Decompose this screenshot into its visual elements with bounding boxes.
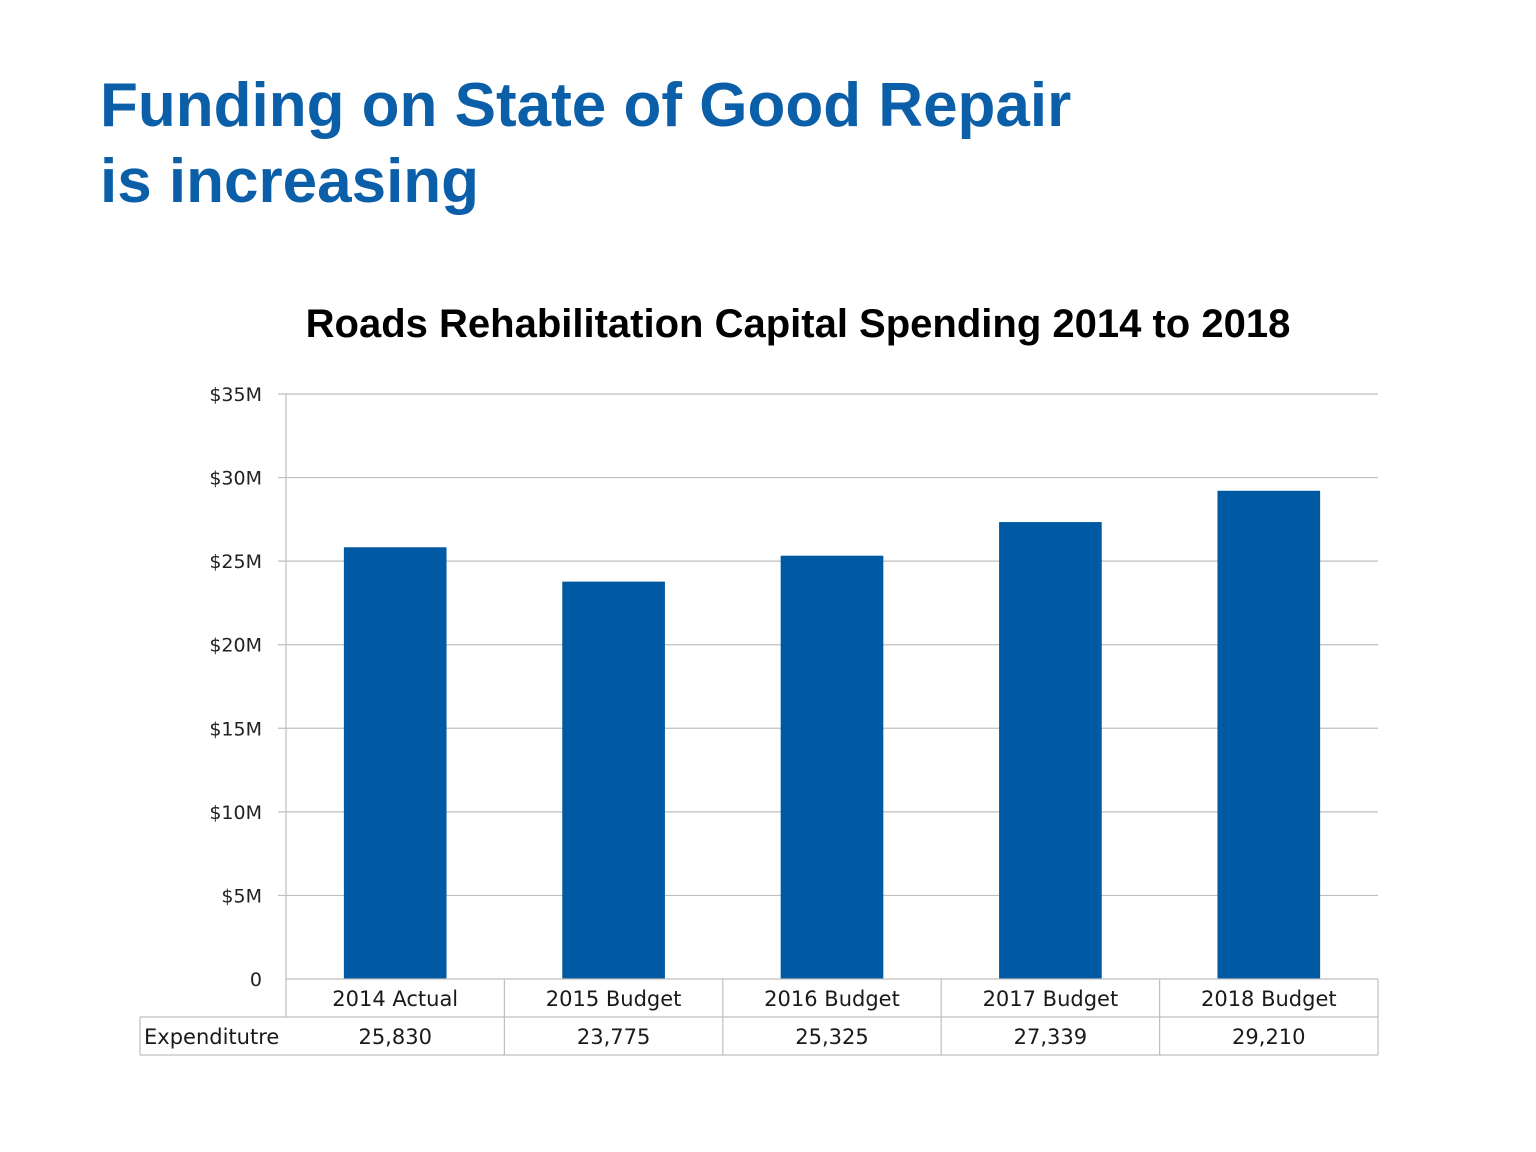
chart-title: Roads Rehabilitation Capital Spending 20… [305,302,1291,346]
y-tick-label: $5M [221,885,262,907]
bar [1217,490,1321,979]
slide-title: Funding on State of Good Repair is incre… [100,68,1071,220]
y-tick-label: $35M [209,384,262,406]
slide-title-line-2: is increasing [100,147,480,216]
data-label: 29,210 [1232,1025,1305,1049]
y-tick-label: $30M [209,468,262,490]
bar [780,555,884,979]
y-axis: 0 $5M $10M $15M $20M $25M $30M $35M [209,384,287,1017]
data-label: 25,325 [795,1025,868,1049]
y-tick-label: $25M [209,551,262,573]
bars [343,490,1321,979]
data-table: 2014 Actual 2015 Budget 2016 Budget 2017 Bu… [139,978,1379,1056]
category-label: 2018 Budget [1201,987,1337,1011]
y-tick-label: $10M [209,802,262,824]
series-name-label: Expenditutre [144,1025,279,1049]
slide-title-line-1: Funding on State of Good Repair [100,71,1072,140]
bar [562,581,665,979]
data-label: 27,339 [1014,1025,1087,1049]
bar [343,547,447,979]
category-label: 2016 Budget [764,987,900,1011]
category-label: 2015 Budget [546,987,682,1011]
data-label: 23,775 [577,1025,650,1049]
category-label: 2017 Budget [983,987,1119,1011]
bar [999,522,1102,979]
y-tick-label: $15M [209,718,262,740]
data-label: 25,830 [358,1025,431,1049]
y-tick-label: 0 [250,969,262,991]
y-tick-label: $20M [209,635,262,657]
category-label: 2014 Actual [332,987,458,1011]
